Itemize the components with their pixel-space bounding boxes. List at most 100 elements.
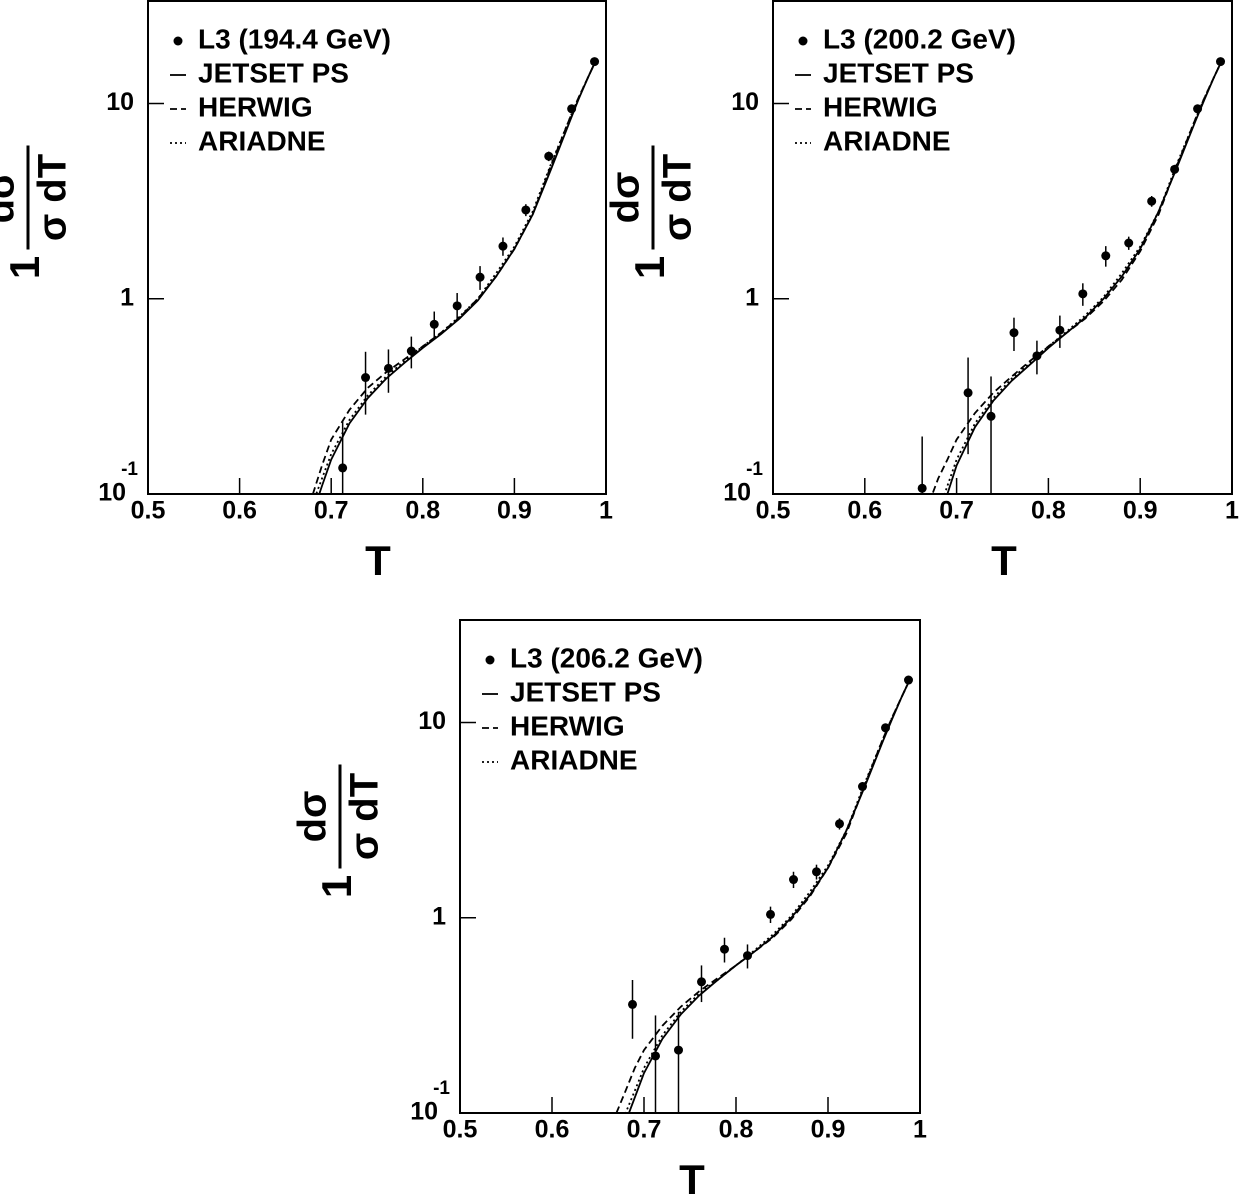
data-point: [567, 104, 577, 114]
data-point: [1170, 164, 1180, 174]
model-curve: [315, 58, 598, 494]
y-tick-label: 1: [745, 283, 759, 311]
data-point: [651, 1051, 660, 1061]
data-point: [452, 301, 462, 311]
x-tick-label: 0.7: [314, 497, 349, 525]
y-tick-label: 10: [731, 88, 759, 116]
legend-label: L3 (200.2 GeV): [823, 23, 1016, 54]
data-point: [628, 999, 637, 1009]
data-point: [1147, 196, 1157, 206]
x-tick-label: 0.8: [719, 1116, 754, 1144]
legend-label: L3 (206.2 GeV): [510, 642, 703, 673]
model-curve: [624, 677, 912, 1113]
data-point: [383, 363, 393, 373]
y-tick-label: 10: [410, 1098, 438, 1126]
data-point: [766, 909, 775, 919]
y-label-denominator: σ dT: [31, 154, 75, 241]
plot-frame: [459, 619, 921, 1114]
x-tick-label: 0.9: [1123, 497, 1158, 525]
data-point: [498, 241, 508, 251]
data-point: [881, 723, 890, 733]
curves: [917, 57, 1226, 494]
legend-marker: [798, 36, 808, 46]
data-point: [1032, 351, 1042, 361]
y-label-prefix: 1: [626, 256, 673, 279]
model-curve: [615, 677, 912, 1113]
curves: [312, 57, 600, 494]
plot-frame: [772, 0, 1233, 495]
data-point: [720, 944, 729, 954]
x-tick-label: 0.9: [811, 1116, 846, 1144]
data-point: [1124, 238, 1134, 248]
model-curve: [943, 58, 1224, 494]
model-curve: [931, 58, 1224, 494]
plot-frame: [147, 0, 607, 495]
data-point: [521, 205, 531, 215]
data-point: [361, 373, 371, 383]
y-axis-label: 1 dσ σ dT: [0, 145, 75, 279]
legend-label: JETSET PS: [823, 57, 974, 88]
y-label-prefix: 1: [313, 875, 360, 898]
x-tick-label: 0.6: [847, 497, 882, 525]
data-point: [544, 151, 554, 161]
y-label-prefix: 1: [1, 256, 48, 279]
data-point: [1216, 57, 1226, 67]
model-curve: [946, 58, 1224, 494]
x-tick-label: 1: [1225, 497, 1239, 525]
y-label-denominator: σ dT: [656, 154, 700, 241]
data-point: [812, 867, 821, 877]
x-tick-label: 0.5: [443, 1116, 478, 1144]
legend-label: JETSET PS: [198, 57, 349, 88]
data-point: [963, 388, 973, 398]
y-tick-exponent: -1: [121, 459, 138, 480]
data-point: [917, 483, 927, 493]
y-tick-exponent: -1: [746, 459, 763, 480]
y-axis-label: 1 dσ σ dT: [291, 764, 387, 898]
data-point: [1078, 289, 1088, 299]
data-point: [1055, 325, 1065, 335]
y-tick-label: 10: [418, 707, 446, 735]
data-point: [858, 782, 867, 792]
data-point: [1193, 104, 1203, 114]
legend-label: HERWIG: [510, 710, 625, 741]
y-tick-label: 10: [106, 88, 134, 116]
data-point: [1101, 251, 1111, 261]
legend-marker: [173, 36, 183, 46]
data-point: [697, 977, 706, 987]
legend-label: HERWIG: [198, 91, 313, 122]
legend-label: L3 (194.4 GeV): [198, 23, 391, 54]
data-point: [590, 57, 600, 67]
data-point: [743, 951, 752, 961]
legend-label: HERWIG: [823, 91, 938, 122]
x-tick-label: 1: [913, 1116, 927, 1144]
data-point: [904, 675, 913, 685]
y-tick-label: 1: [432, 902, 446, 930]
x-tick-label: 0.6: [535, 1116, 570, 1144]
model-curve: [312, 58, 598, 494]
x-tick-label: 0.7: [627, 1116, 662, 1144]
x-tick-label: 0.7: [939, 497, 974, 525]
x-tick-label: 0.8: [1031, 497, 1066, 525]
x-tick-label: 0.6: [222, 497, 257, 525]
y-label-numerator: dσ: [0, 172, 23, 224]
legend-label: ARIADNE: [823, 125, 951, 156]
x-tick-label: 0.8: [405, 497, 440, 525]
curves: [615, 675, 913, 1113]
x-tick-label: 0.5: [756, 497, 791, 525]
legend-label: ARIADNE: [510, 744, 638, 775]
data-point: [835, 819, 844, 829]
x-axis-label: T: [679, 1156, 705, 1202]
x-tick-label: 0.5: [131, 497, 166, 525]
y-label-denominator: σ dT: [343, 773, 387, 860]
legend-marker: [485, 655, 495, 665]
y-axis-label: 1 dσ σ dT: [604, 145, 700, 279]
data-point: [475, 272, 485, 282]
y-tick-exponent: -1: [433, 1078, 450, 1099]
y-label-numerator: dσ: [291, 791, 335, 843]
y-tick-label: 1: [120, 283, 134, 311]
